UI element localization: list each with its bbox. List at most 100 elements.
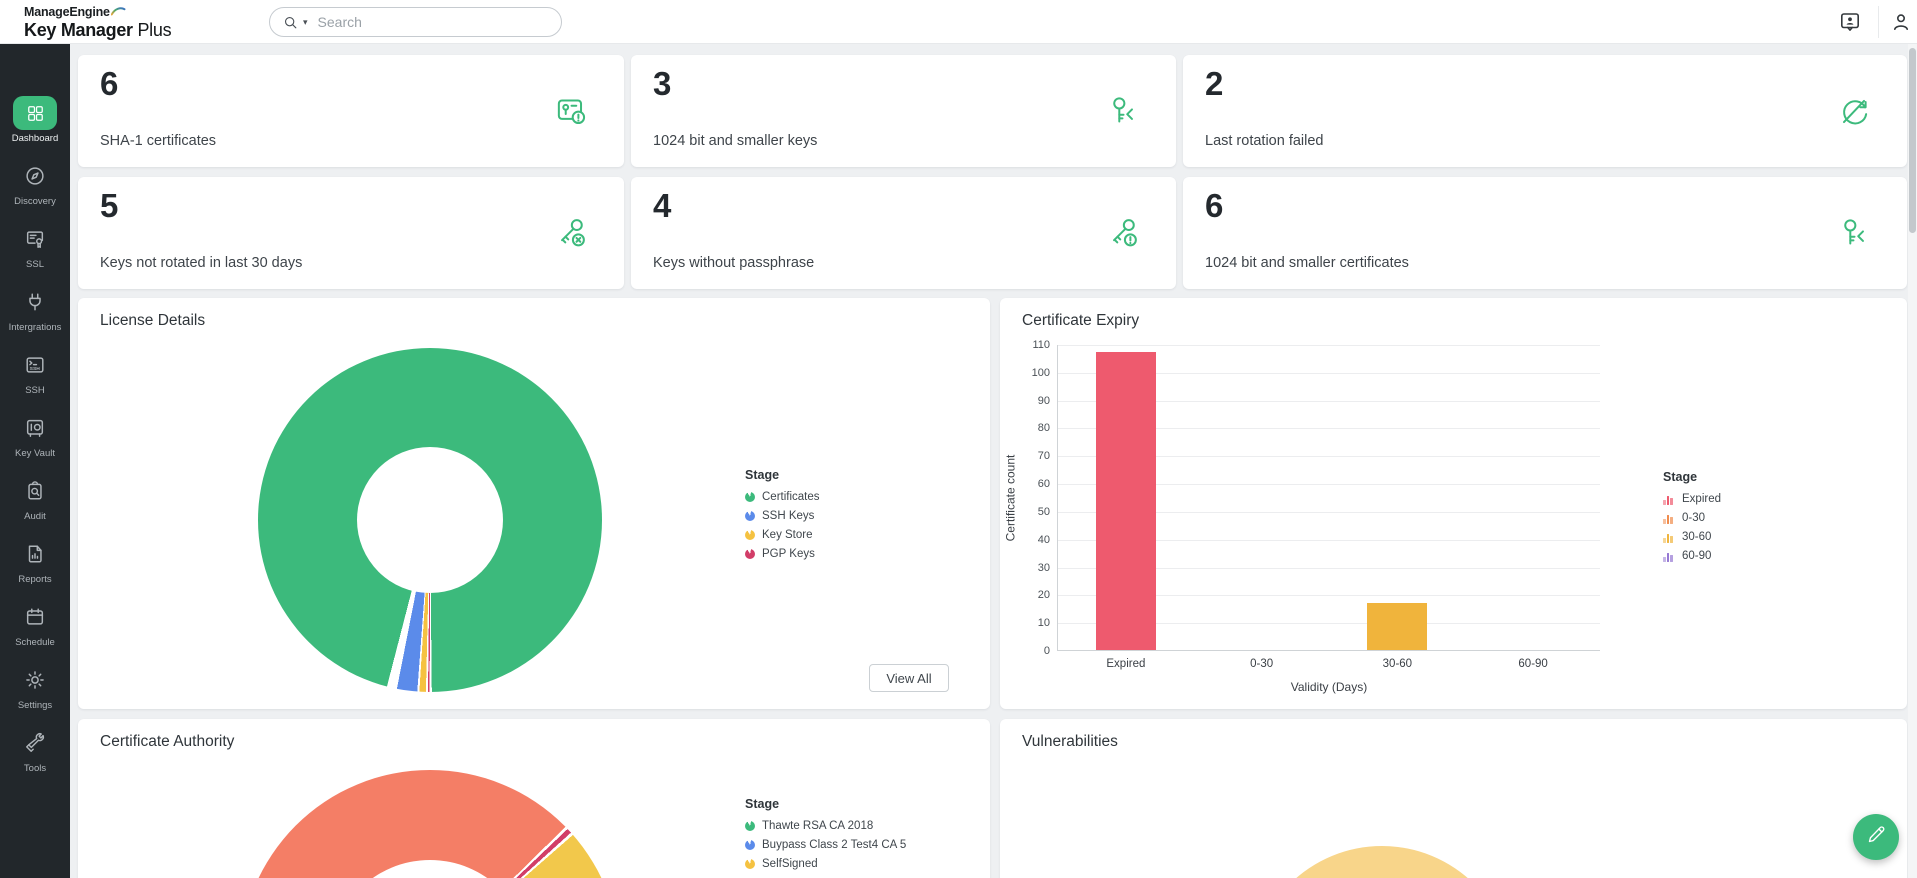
sidebar-item-label: SSL xyxy=(26,259,44,270)
vulnerabilities-donut-chart[interactable] xyxy=(1251,846,1513,878)
stat-card[interactable]: 5 Keys not rotated in last 30 days xyxy=(78,177,624,289)
edit-fab-button[interactable] xyxy=(1853,814,1899,860)
legend-item[interactable]: 0-30 xyxy=(1663,512,1721,524)
ssh-terminal-icon: SSH xyxy=(24,354,46,376)
sidebar-item-intergrations[interactable]: Intergrations xyxy=(0,285,70,343)
scrollbar-track xyxy=(1908,44,1917,878)
scrollbar-thumb[interactable] xyxy=(1909,48,1916,233)
legend-item[interactable]: PGP Keys xyxy=(745,548,820,560)
certificate-expiry-bar-chart[interactable]: Certificate count Validity (Days) 0 10 20 3… xyxy=(1003,339,1600,694)
license-details-panel: License Details Stage Certificates SSH Key… xyxy=(78,298,990,709)
key-small-bit-icon xyxy=(1104,92,1142,130)
stat-card[interactable]: 2 Last rotation failed xyxy=(1183,55,1907,167)
legend-title: Stage xyxy=(745,468,780,482)
svg-text:SSH: SSH xyxy=(30,366,41,372)
gridline xyxy=(1058,372,1600,374)
x-tick-label: 0-30 xyxy=(1250,658,1274,670)
gridline xyxy=(1058,400,1600,402)
sidebar-item-key-vault[interactable]: Key Vault xyxy=(0,411,70,469)
sidebar-item-audit[interactable]: Audit xyxy=(0,474,70,532)
certificate-expiry-legend: Stage Expired 0-30 30-60 60-90 xyxy=(1663,470,1721,569)
legend-pie-marker-icon xyxy=(745,530,755,540)
global-search: ▾ xyxy=(269,7,562,37)
stat-label: Keys without passphrase xyxy=(653,255,815,271)
brand-product-name: Key Manager Plus xyxy=(24,19,172,40)
sidebar-item-dashboard[interactable]: Dashboard xyxy=(0,96,70,154)
sidebar-item-label: Reports xyxy=(18,574,52,585)
stat-card[interactable]: 6 1024 bit and smaller certificates xyxy=(1183,177,1907,289)
sidebar-item-tools[interactable]: Tools xyxy=(0,726,70,784)
report-file-icon xyxy=(24,543,46,565)
stat-card[interactable]: 4 Keys without passphrase xyxy=(631,177,1176,289)
legend-item[interactable]: Key Store xyxy=(745,529,820,541)
legend-label: Key Store xyxy=(762,529,813,541)
legend-pie-marker-icon xyxy=(745,859,755,869)
legend-item[interactable]: 60-90 xyxy=(1663,550,1721,562)
search-scope-caret-icon[interactable]: ▾ xyxy=(303,16,308,27)
sidebar-nav: Dashboard Discovery SSL Intergrations SSH SSH… xyxy=(0,44,70,878)
legend-item[interactable]: SSH Keys xyxy=(745,510,820,522)
legend-item[interactable]: Certificates xyxy=(745,491,820,503)
legend-bar-marker-icon xyxy=(1663,494,1675,505)
stat-card[interactable]: 3 1024 bit and smaller keys xyxy=(631,55,1176,167)
license-donut-chart[interactable] xyxy=(258,348,602,692)
legend-item[interactable]: Buypass Class 2 Test4 CA 5 xyxy=(745,839,906,851)
certificate-expiry-panel: Certificate Expiry Certificate count Val… xyxy=(1000,298,1907,709)
rotation-failed-icon xyxy=(1835,92,1873,130)
view-all-button[interactable]: View All xyxy=(869,664,949,692)
gridline xyxy=(1058,567,1600,569)
gridline xyxy=(1058,511,1600,513)
legend-pie-marker-icon xyxy=(745,840,755,850)
gridline xyxy=(1058,456,1600,458)
gridline xyxy=(1058,623,1600,625)
search-input[interactable] xyxy=(317,14,549,30)
legend-label: Thawte RSA CA 2018 xyxy=(762,820,874,832)
legend-pie-marker-icon xyxy=(745,549,755,559)
brand-manageengine: ManageEngine xyxy=(24,5,110,19)
panel-title: Certificate Authority xyxy=(100,733,235,750)
y-axis-title: Certificate count xyxy=(1003,454,1017,541)
legend-label: Buypass Class 2 Test4 CA 5 xyxy=(762,839,907,851)
stat-card[interactable]: 6 SHA-1 certificates xyxy=(78,55,624,167)
certificate-authority-donut-chart[interactable] xyxy=(240,770,620,878)
y-tick-label: 100 xyxy=(1031,366,1050,379)
gridline xyxy=(1058,428,1600,430)
user-account-button[interactable] xyxy=(1889,10,1913,34)
sidebar-item-label: Intergrations xyxy=(8,322,62,333)
feedback-button[interactable] xyxy=(1838,10,1862,34)
sidebar-item-reports[interactable]: Reports xyxy=(0,537,70,595)
ssl-certificate-icon xyxy=(24,228,46,250)
stat-value: 3 xyxy=(653,65,672,102)
panel-title: Certificate Expiry xyxy=(1022,312,1140,329)
certificate-warning-icon xyxy=(552,92,590,130)
sidebar-item-label: SSH xyxy=(25,385,45,396)
gridline xyxy=(1058,484,1600,486)
legend-item[interactable]: Thawte RSA CA 2018 xyxy=(745,820,906,832)
gridline xyxy=(1058,595,1600,597)
y-tick-label: 110 xyxy=(1032,339,1050,351)
x-tick-label: Expired xyxy=(1106,658,1146,670)
sidebar-item-schedule[interactable]: Schedule xyxy=(0,600,70,658)
stat-label: Keys not rotated in last 30 days xyxy=(100,255,303,271)
bar-expired[interactable] xyxy=(1095,352,1156,650)
sidebar-item-ssh[interactable]: SSH SSH xyxy=(0,348,70,406)
y-tick-label: 20 xyxy=(1037,589,1050,602)
legend-item[interactable]: SelfSigned xyxy=(745,858,906,870)
x-axis-title: Validity (Days) xyxy=(1290,680,1368,694)
brand-logo[interactable]: ManageEngine Key Manager Plus xyxy=(24,3,172,40)
stat-value: 2 xyxy=(1205,65,1224,102)
legend-pie-marker-icon xyxy=(745,511,755,521)
sidebar-item-discovery[interactable]: Discovery xyxy=(0,159,70,217)
sidebar-item-label: Schedule xyxy=(15,637,55,648)
x-tick-label: 30-60 xyxy=(1382,658,1413,670)
legend-item[interactable]: 30-60 xyxy=(1663,531,1721,543)
header-divider xyxy=(1878,6,1879,38)
sidebar-item-settings[interactable]: Settings xyxy=(0,663,70,721)
tools-icon xyxy=(24,732,46,754)
y-tick-label: 30 xyxy=(1037,561,1050,574)
bar-30-60[interactable] xyxy=(1367,602,1428,650)
legend-item[interactable]: Expired xyxy=(1663,493,1721,505)
stat-label: Last rotation failed xyxy=(1205,133,1324,149)
panel-title: Vulnerabilities xyxy=(1022,733,1118,750)
sidebar-item-ssl[interactable]: SSL xyxy=(0,222,70,280)
